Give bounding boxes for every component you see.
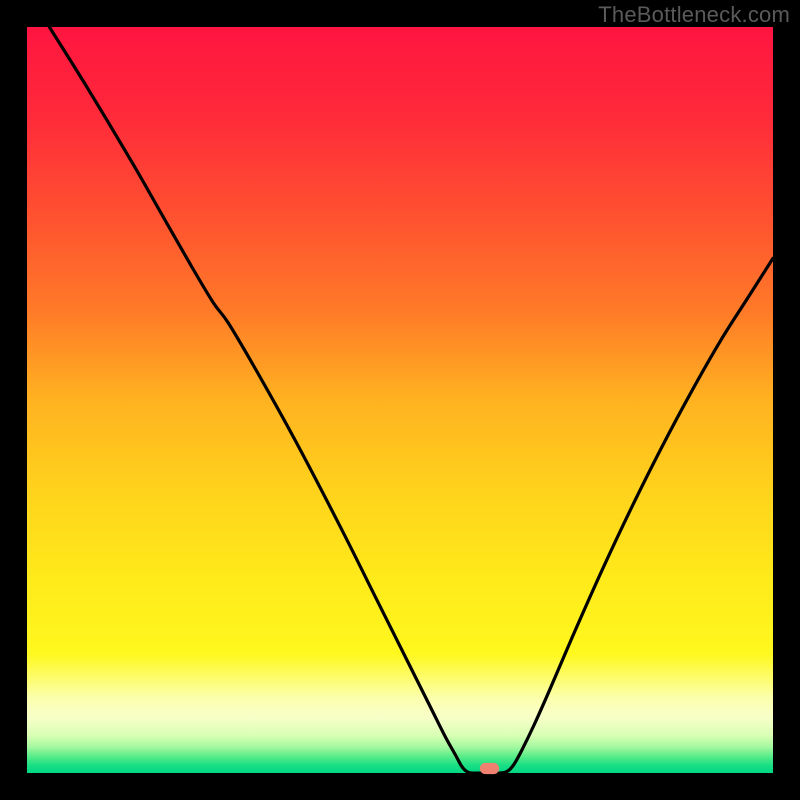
bottleneck-chart (0, 0, 800, 800)
chart-stage: TheBottleneck.com (0, 0, 800, 800)
optimal-marker (480, 763, 499, 774)
plot-background (27, 27, 773, 773)
